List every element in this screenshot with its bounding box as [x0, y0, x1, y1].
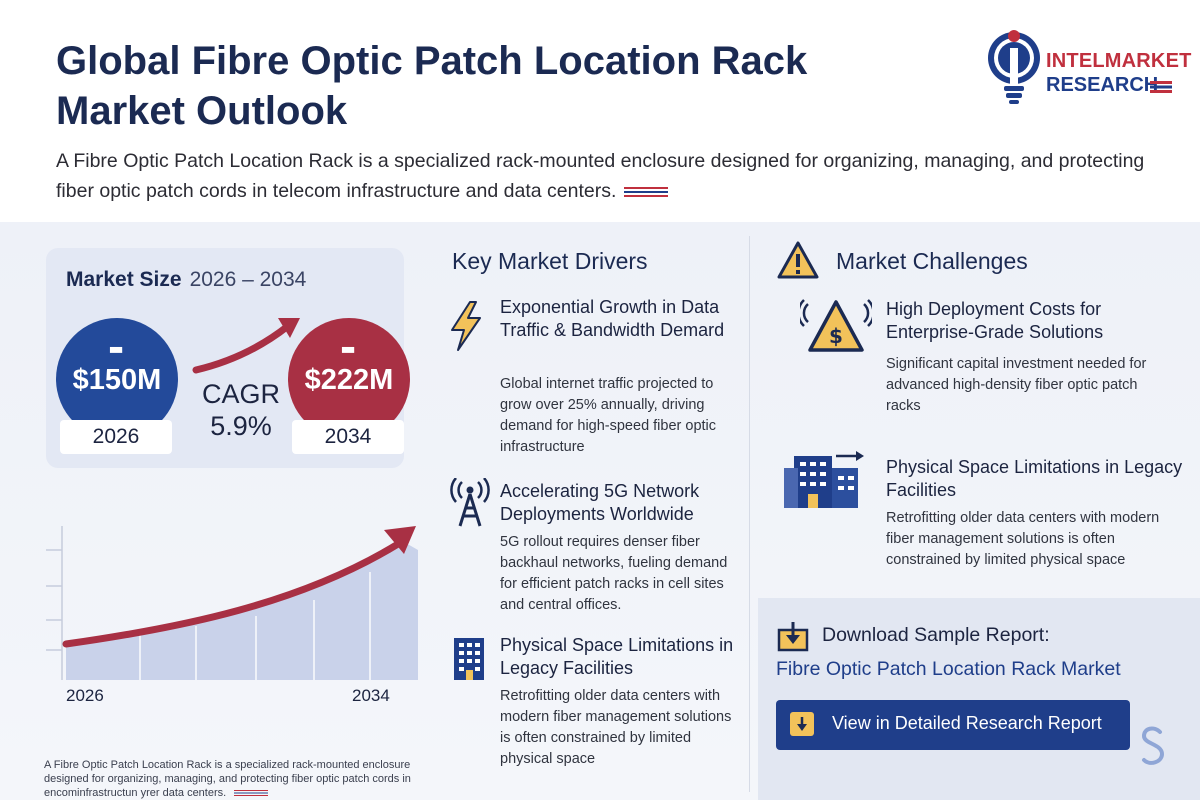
download-report-link[interactable]: Fibre Optic Patch Location Rack Market: [776, 658, 1121, 680]
driver-2-desc: 5G rollout requires denser fiber backhau…: [500, 534, 728, 613]
download-title: Download Sample Report:: [822, 624, 1050, 646]
driver-3-title: Physical Space Limitations in Legacy Fac…: [500, 635, 734, 678]
cagr-block: CAGR 5.9%: [186, 378, 296, 442]
antenna-tower-icon: [450, 478, 490, 527]
market-size-heading: Market Size 2026 – 2034: [66, 268, 306, 292]
challenge-1-title: High Deployment Costs for Enterprise-Gra…: [886, 299, 1104, 342]
challenge-2-title: Physical Space Limitations in Legacy Fac…: [886, 457, 1183, 500]
end-year: 2034: [292, 420, 404, 454]
cagr-label: CAGR: [201, 379, 280, 409]
challenge-2-desc: Retrofitting older data centers with mod…: [886, 510, 1160, 568]
column-divider: [749, 236, 750, 792]
end-dots: ▬: [340, 339, 358, 358]
market-size-range: 2026 – 2034: [189, 268, 307, 291]
view-report-button-label: View in Detailed Research Report: [832, 713, 1102, 733]
driver-2-title: Accelerating 5G Network Deployments Worl…: [500, 481, 700, 524]
warning-icon: [777, 241, 819, 279]
building-icon: [454, 638, 484, 680]
svg-text:$: $: [829, 324, 843, 348]
logo-text-line2: RESEARCH: [1046, 74, 1159, 96]
logo-text-line1: INTELMARKET: [1046, 50, 1192, 72]
driver-3-desc: Retrofitting older data centers with mod…: [500, 688, 732, 767]
drivers-title: Key Market Drivers: [452, 248, 648, 274]
download-panel: Download Sample Report: Fibre Optic Patc…: [758, 598, 1200, 800]
lightbulb-logo-icon: [988, 30, 1040, 104]
start-dots: ▬: [108, 339, 126, 358]
footnote-dash-decoration: [234, 790, 269, 797]
start-value: $150M: [72, 364, 162, 396]
growth-chart: [46, 526, 418, 680]
flag-stripes-icon: [1150, 81, 1172, 93]
s-watermark-icon: [1141, 726, 1165, 765]
start-value-circle: ▬ $150M: [56, 318, 178, 440]
chart-x-end: 2034: [352, 686, 390, 705]
warning-dollar-icon: $: [800, 299, 872, 352]
driver-1-desc: Global internet traffic projected to gro…: [500, 376, 717, 455]
download-box-icon: [777, 622, 809, 652]
market-size-column: Market Size 2026 – 2034 ▬ $150M 2026 CAGR…: [0, 222, 432, 800]
header: Global Fibre Optic Patch Location Rack M…: [0, 0, 1200, 222]
challenges-title: Market Challenges: [836, 248, 1028, 274]
footnote-text: A Fibre Optic Patch Location Rack is a s…: [44, 759, 411, 799]
intro-sentence: A Fibre Optic Patch Location Rack is a s…: [56, 150, 1145, 202]
growth-arrow-icon: [192, 318, 300, 374]
view-report-button[interactable]: View in Detailed Research Report: [776, 700, 1130, 750]
buildings-icon: [784, 451, 864, 508]
end-value: $222M: [304, 364, 394, 396]
intro-text: A Fibre Optic Patch Location Rack is a s…: [56, 146, 1156, 206]
driver-1-title: Exponential Growth in Data Traffic & Ban…: [500, 297, 725, 340]
challenge-1-desc: Significant capital investment needed fo…: [886, 356, 1147, 414]
start-year: 2026: [60, 420, 172, 454]
market-size-label: Market Size: [66, 268, 182, 291]
end-value-circle: ▬ $222M: [288, 318, 410, 440]
chart-x-start: 2026: [66, 686, 104, 705]
download-arrow-icon: [790, 712, 814, 736]
dash-decoration: [624, 186, 669, 197]
cagr-value: 5.9%: [210, 411, 272, 441]
page-title: Global Fibre Optic Patch Location Rack M…: [56, 39, 808, 133]
chart-arrow-head: [384, 526, 416, 554]
chart-trend-line: [62, 540, 402, 648]
lightning-icon: [451, 301, 481, 351]
footnote: A Fibre Optic Patch Location Rack is a s…: [44, 758, 424, 800]
logo: INTELMARKET RESEARCH: [984, 24, 1194, 114]
